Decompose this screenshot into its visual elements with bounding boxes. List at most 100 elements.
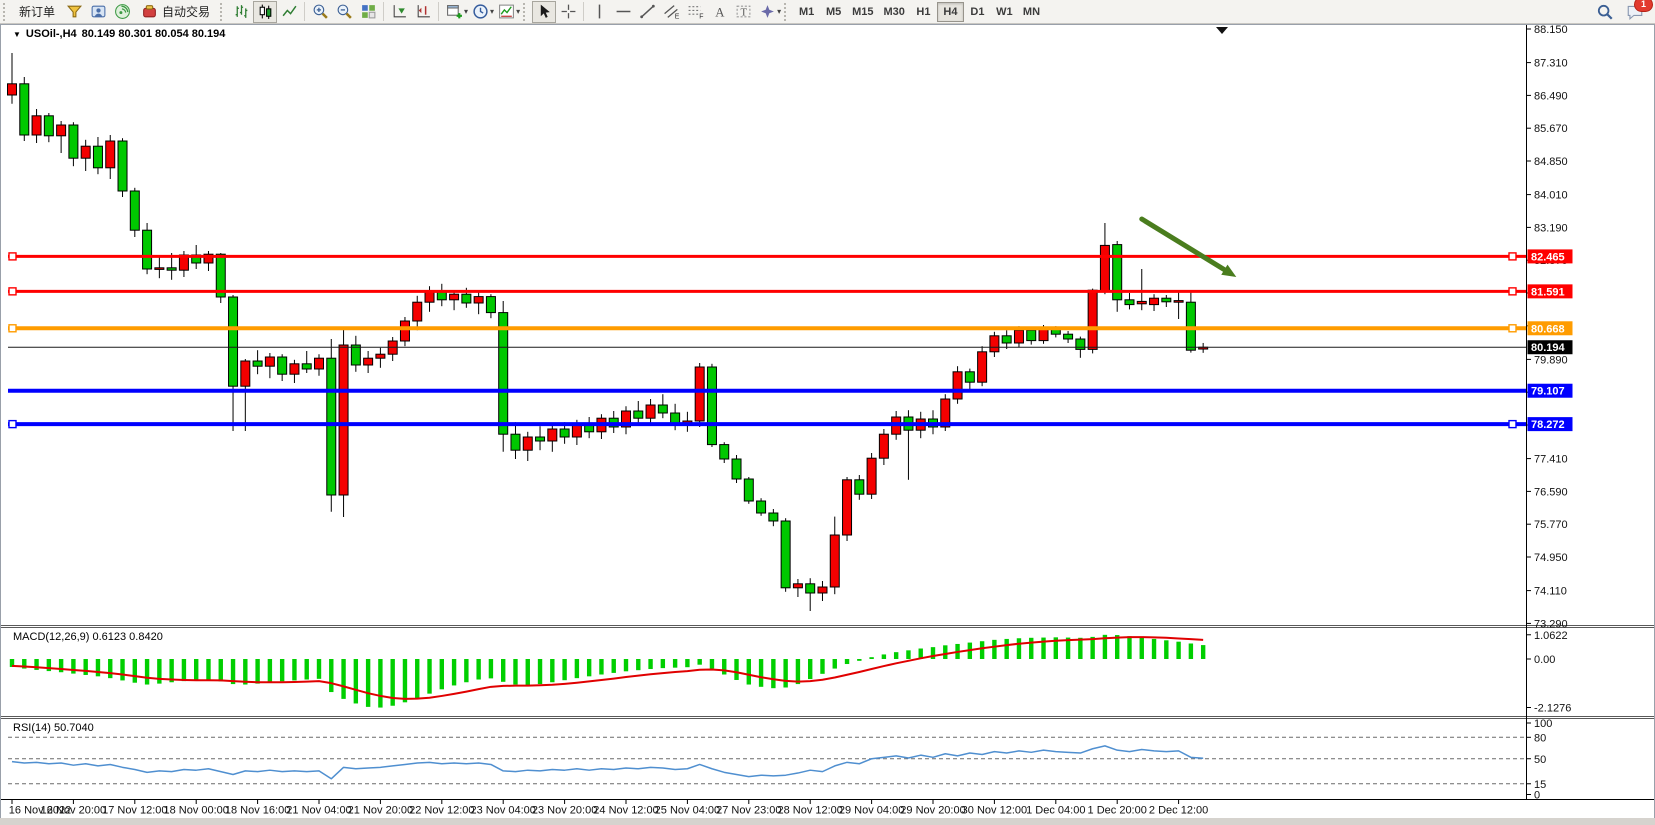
arrows-dropdown-caret[interactable]: ▾: [777, 7, 782, 16]
rsi-indicator-label: RSI(14) 50.7040: [13, 722, 94, 734]
auto-trading-icon: [143, 5, 156, 18]
hline-handle[interactable]: [1508, 287, 1517, 296]
hline-object-78.272[interactable]: [8, 419, 1526, 429]
macd-panel[interactable]: 1.0622 0.00 -2.1276: [9, 630, 1572, 715]
trend-arrow-object[interactable]: [1139, 216, 1237, 277]
time-tick-label: 29 Nov 04:00: [839, 805, 904, 817]
crosshair-tool-button[interactable]: [556, 1, 580, 23]
quick-trade-caret-icon[interactable]: ▼: [13, 29, 21, 39]
toolbar-grip: [220, 2, 225, 21]
hline-handle[interactable]: [8, 324, 17, 333]
main-toolbar: 新订单 自动交易 ▾ ▾: [0, 0, 1655, 24]
timeframe-button-W1[interactable]: W1: [991, 2, 1018, 22]
terminal-window-button[interactable]: [86, 1, 110, 23]
timeframe-button-MN[interactable]: MN: [1018, 2, 1045, 22]
funnel-icon: [66, 5, 82, 18]
new-chart-button[interactable]: [442, 1, 466, 23]
timeframe-button-M15[interactable]: M15: [847, 2, 878, 22]
toolbar-grip: [523, 2, 528, 21]
tile-windows-button[interactable]: [356, 1, 380, 23]
macd-axis-label: 1.0622: [1534, 630, 1568, 642]
price-tag-81.591: 81.591: [1527, 284, 1573, 299]
periods-button[interactable]: [468, 1, 492, 23]
chart-shift-button[interactable]: [411, 1, 435, 23]
price-tick-label: 77.410: [1534, 454, 1568, 466]
line-chart-icon: [282, 5, 297, 17]
auto-scroll-button[interactable]: [387, 1, 411, 23]
price-tick-label: 74.110: [1534, 586, 1567, 598]
text-tool-button[interactable]: A: [707, 1, 731, 23]
rsi-panel[interactable]: 100 80 50 150: [8, 718, 1552, 802]
timeframe-button-H1[interactable]: H1: [910, 2, 937, 22]
horizontal-line-tool-button[interactable]: [611, 1, 635, 23]
svg-text:T: T: [740, 7, 747, 18]
new-order-funnel-icon[interactable]: [62, 1, 86, 23]
timeframe-button-H4[interactable]: H4: [936, 1, 964, 22]
fibonacci-icon: F: [688, 6, 703, 20]
trendline-tool-button[interactable]: [635, 1, 659, 23]
zoom-in-button[interactable]: [308, 1, 332, 23]
candles-layer[interactable]: [7, 53, 1209, 611]
macd-name: MACD(12,26,9): [13, 631, 90, 643]
new-chart-dropdown-caret[interactable]: ▾: [464, 7, 469, 16]
price-tick-label: 74.950: [1534, 552, 1568, 564]
indicators-icon: [498, 4, 514, 19]
toolbar-grip: [3, 2, 8, 21]
timeframe-button-D1[interactable]: D1: [964, 2, 991, 22]
timeframe-button-M1[interactable]: M1: [793, 2, 820, 22]
hline-object-82.465[interactable]: [8, 252, 1526, 261]
hline-handle[interactable]: [1508, 419, 1517, 429]
indicators-dropdown-caret[interactable]: ▾: [516, 7, 521, 16]
hline-handle[interactable]: [1508, 252, 1517, 261]
time-tick-label: 16 Nov 2022: [9, 805, 71, 817]
svg-text:81.591: 81.591: [1531, 286, 1565, 298]
scroll-end-marker-icon[interactable]: [1216, 27, 1228, 34]
toolbar-separator: [438, 2, 440, 21]
price-tag-80.194: 80.194: [1527, 340, 1573, 355]
price-tag-82.465: 82.465: [1527, 249, 1573, 264]
search-button[interactable]: [1593, 1, 1617, 23]
signals-button[interactable]: [110, 1, 134, 23]
periods-dropdown-caret[interactable]: ▾: [490, 7, 495, 16]
auto-scroll-icon: [393, 5, 406, 18]
line-chart-mode-button[interactable]: [277, 1, 301, 23]
timeframe-button-M30[interactable]: M30: [879, 2, 910, 22]
hline-handle[interactable]: [8, 287, 17, 296]
hline-object-81.591[interactable]: [8, 287, 1526, 296]
auto-trading-button[interactable]: 自动交易: [134, 1, 217, 23]
price-tick-label: 76.590: [1534, 486, 1568, 498]
terminal-window-icon: [91, 5, 105, 18]
vertical-line-tool-button[interactable]: [587, 1, 611, 23]
rsi-name: RSI(14): [13, 722, 51, 734]
hline-object-80.668[interactable]: [8, 324, 1526, 333]
notification-badge[interactable]: 1: [1634, 0, 1653, 12]
bar-chart-mode-button[interactable]: [229, 1, 253, 23]
fibonacci-tool-button[interactable]: F: [683, 1, 707, 23]
hline-handle[interactable]: [1508, 324, 1517, 333]
zoom-out-icon: [337, 4, 352, 19]
time-tick-label: 30 Nov 12:00: [962, 805, 1027, 817]
text-icon: A: [715, 5, 725, 19]
hline-handle[interactable]: [8, 252, 17, 261]
price-tick-label: 83.190: [1534, 222, 1568, 234]
indicators-button[interactable]: [494, 1, 518, 23]
arrows-tool-button[interactable]: [755, 1, 779, 23]
chart-ohlc-values: 80.149 80.301 80.054 80.194: [81, 28, 226, 40]
svg-text:80.194: 80.194: [1531, 342, 1566, 354]
equidistant-channel-tool-button[interactable]: E: [659, 1, 683, 23]
rsi-axis-label: 50: [1534, 754, 1546, 766]
new-order-button[interactable]: 新订单: [12, 1, 62, 23]
zoom-out-button[interactable]: [332, 1, 356, 23]
equidistant-channel-icon: E: [663, 5, 679, 20]
price-tick-label: 73.290: [1534, 618, 1568, 630]
cursor-tool-button[interactable]: [532, 0, 557, 23]
candlestick-mode-button[interactable]: [253, 0, 278, 23]
text-label-tool-button[interactable]: T: [731, 1, 755, 23]
timeframe-button-M5[interactable]: M5: [820, 2, 847, 22]
text-label-icon: T: [736, 5, 750, 18]
price-tick-label: 86.490: [1534, 90, 1568, 102]
hline-handle[interactable]: [8, 419, 17, 429]
horizontal-line-icon: [616, 10, 630, 13]
